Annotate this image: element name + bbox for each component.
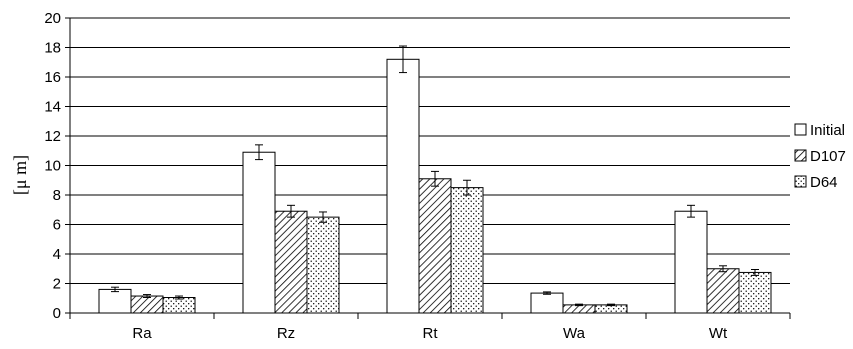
y-tick-label: 12 xyxy=(44,128,61,145)
legend-label-initial: Initial xyxy=(810,122,845,139)
bar-d64-wt xyxy=(738,271,772,314)
x-category-label: Rt xyxy=(423,325,439,342)
y-tick-label: 2 xyxy=(53,276,61,293)
y-tick-label: 20 xyxy=(44,10,61,27)
y-tick-label: 8 xyxy=(53,187,61,204)
x-category-label: Rz xyxy=(277,325,295,342)
x-category-label: Wt xyxy=(709,325,728,342)
bar-d107-rt xyxy=(418,178,452,314)
legend-swatch-d107 xyxy=(794,149,807,162)
bar-initial-rz xyxy=(242,151,276,314)
bar-initial-ra xyxy=(98,288,132,314)
bars xyxy=(98,58,772,314)
error-bars xyxy=(111,45,759,307)
legend: Initial D107 D64 xyxy=(794,122,846,191)
bar-d107-rz xyxy=(274,210,308,314)
bar-initial-wa xyxy=(530,292,564,314)
y-axis-label: [μ m] xyxy=(10,155,30,195)
y-tick-label: 10 xyxy=(44,158,61,175)
y-tick-label: 4 xyxy=(53,246,61,263)
y-tick-label: 14 xyxy=(44,99,61,116)
y-tick-label: 18 xyxy=(44,40,61,57)
bar-d107-wt xyxy=(706,268,740,314)
bar-d107-ra xyxy=(130,295,164,314)
gridlines xyxy=(70,17,790,284)
legend-swatch-d64 xyxy=(794,175,807,188)
legend-label-d107: D107 xyxy=(810,148,846,165)
bar-d64-rt xyxy=(450,187,484,314)
bar-initial-rt xyxy=(386,58,420,314)
bar-initial-wt xyxy=(674,210,708,314)
bar-d64-rz xyxy=(306,216,340,314)
x-category-label: Ra xyxy=(132,325,152,342)
y-tick-label: 16 xyxy=(44,69,61,86)
x-category-label: Wa xyxy=(563,325,586,342)
axes: 0 2 4 6 8 10 12 14 16 18 20 Ra Rz Rt Wa Wt xyxy=(44,10,791,342)
legend-swatch-initial xyxy=(794,123,807,136)
y-tick-label: 0 xyxy=(53,305,61,322)
y-tick-label: 6 xyxy=(53,217,61,234)
bar-d64-ra xyxy=(162,297,196,314)
legend-label-d64: D64 xyxy=(810,174,838,191)
